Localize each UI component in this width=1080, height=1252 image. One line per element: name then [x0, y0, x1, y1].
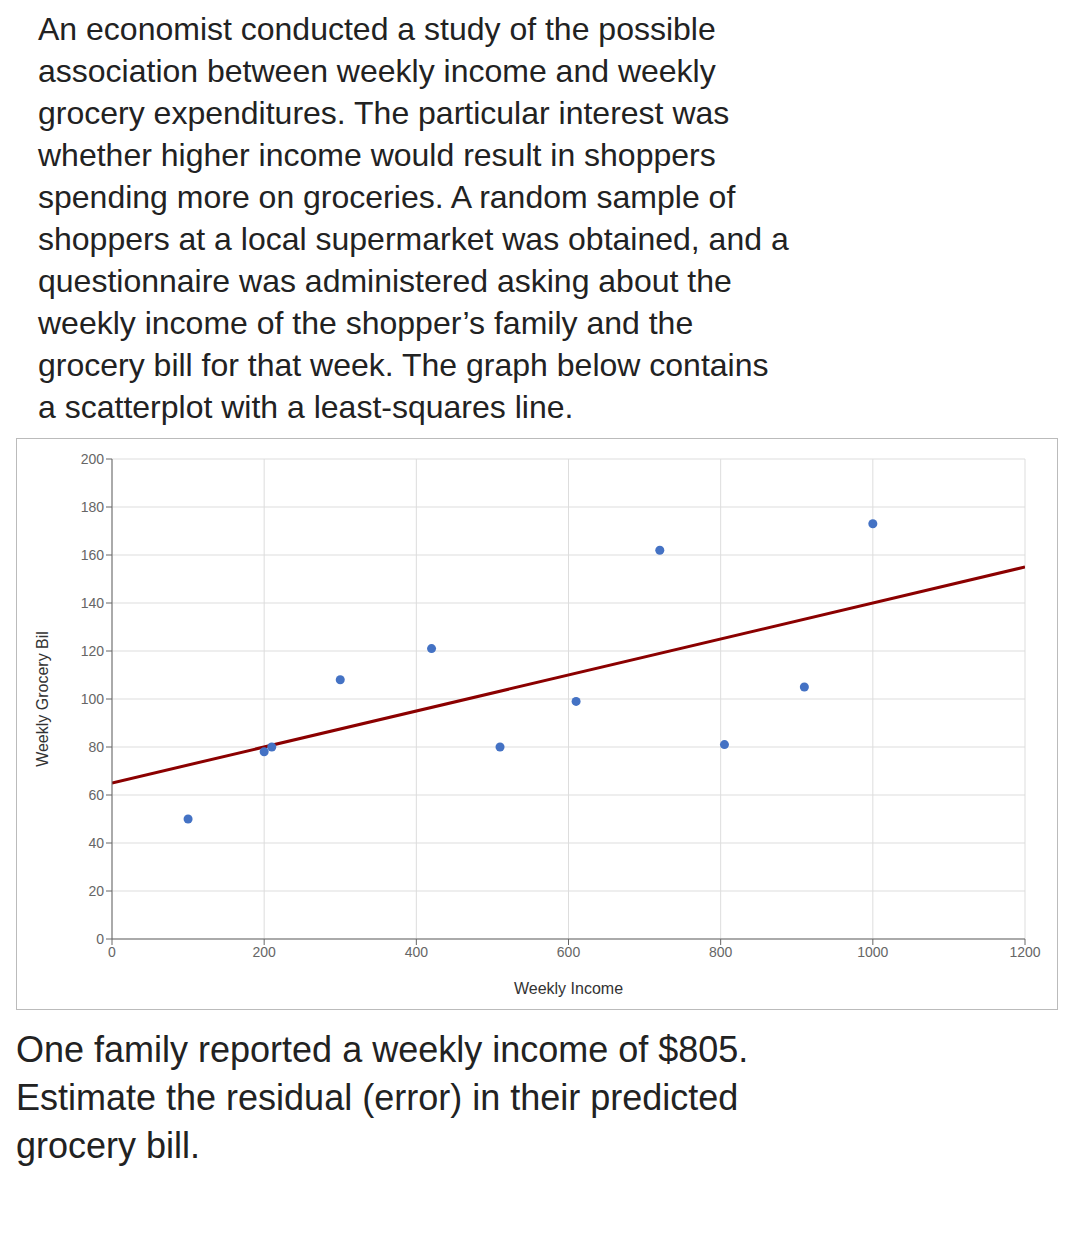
html-text:a scatterplot with a least-squ: a scatterplot with a least-squares line.	[38, 389, 574, 425]
svg-text:80: 80	[88, 739, 104, 755]
html-text:grocery expenditures. The part: grocery expenditures. The particular int…	[38, 95, 730, 131]
html-text:Estimate the residual (error): Estimate the residual (error) in their p…	[16, 1077, 739, 1118]
svg-text:200: 200	[81, 451, 105, 467]
html-text:association between weekly inc: association between weekly income and we…	[38, 53, 716, 89]
html-text:grocery bill for that week. Th: grocery bill for that week. The graph be…	[38, 347, 769, 383]
svg-text:0: 0	[108, 944, 116, 960]
svg-text:200: 200	[252, 944, 276, 960]
html-text:spending more on groceries. A: spending more on groceries. A random sam…	[38, 179, 736, 215]
svg-text:400: 400	[405, 944, 429, 960]
html-text:An economist conducted a study: An economist conducted a study of the po…	[38, 11, 716, 47]
svg-text:40: 40	[88, 835, 104, 851]
html-text:weekly income of the shopper’s: weekly income of the shopper’s family an…	[38, 305, 694, 341]
svg-text:Weekly Income: Weekly Income	[514, 980, 623, 997]
svg-text:600: 600	[557, 944, 581, 960]
html-text:One family reported a weekly i: One family reported a weekly income of $…	[16, 1029, 749, 1070]
svg-text:1000: 1000	[857, 944, 888, 960]
html-text:whether higher income would re: whether higher income would result in sh…	[38, 137, 716, 173]
html-text:shoppers at a local supermarke: shoppers at a local supermarket was obta…	[38, 221, 789, 257]
svg-text:20: 20	[88, 883, 104, 899]
svg-text:160: 160	[81, 547, 105, 563]
svg-text:1200: 1200	[1009, 944, 1040, 960]
svg-text:180: 180	[81, 499, 105, 515]
html-text:grocery bill.: grocery bill.	[16, 1125, 201, 1166]
svg-text:120: 120	[81, 643, 105, 659]
svg-text:140: 140	[81, 595, 105, 611]
svg-text:0: 0	[96, 931, 104, 947]
svg-text:800: 800	[709, 944, 733, 960]
html-text:questionnaire was administered: questionnaire was administered asking ab…	[38, 263, 732, 299]
svg-text:Weekly Grocery Bil: Weekly Grocery Bil	[34, 631, 51, 767]
svg-text:100: 100	[81, 691, 105, 707]
svg-text:60: 60	[88, 787, 104, 803]
